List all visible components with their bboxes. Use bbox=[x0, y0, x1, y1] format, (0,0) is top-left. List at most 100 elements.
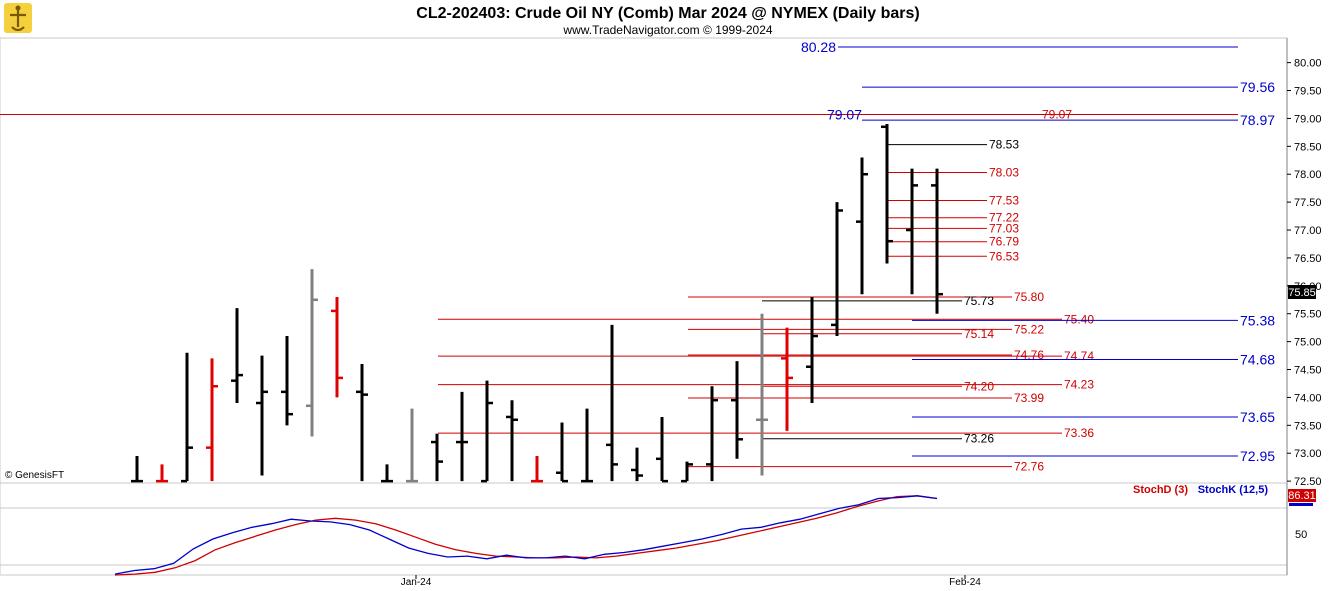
level-label: 77.53 bbox=[989, 193, 1019, 207]
price-bar bbox=[131, 456, 143, 483]
price-bar bbox=[706, 386, 718, 482]
price-tick-label: 74.50 bbox=[1294, 365, 1322, 377]
price-bar bbox=[581, 408, 593, 483]
price-bar bbox=[356, 363, 368, 482]
price-bar bbox=[756, 313, 768, 476]
price-bar bbox=[481, 380, 493, 483]
level-label: 79.07 bbox=[1042, 108, 1072, 122]
price-axis: 80.00 79.50 79.00 78.50 78.00 77.50 77.00 76.50… bbox=[1287, 58, 1322, 488]
level-label: 74.23 bbox=[1064, 378, 1094, 392]
price-bar bbox=[231, 308, 243, 404]
price-bar bbox=[181, 352, 193, 483]
price-tick-label: 72.50 bbox=[1294, 476, 1322, 488]
level-label: 73.99 bbox=[1014, 391, 1044, 405]
price-bar bbox=[156, 464, 168, 483]
price-bar bbox=[331, 296, 343, 398]
price-bar bbox=[931, 168, 943, 314]
price-bar bbox=[606, 324, 618, 482]
level-label: 74.68 bbox=[1240, 351, 1275, 367]
level-label: 75.22 bbox=[1014, 322, 1044, 336]
price-panel: 80.28 79.56 79.07 79.07 78.97 78.53 78.03 77.53… bbox=[0, 37, 1322, 488]
price-tick-label: 73.00 bbox=[1294, 448, 1322, 460]
stoch-last-label: 86.31 bbox=[1288, 490, 1316, 502]
level-label: 74.74 bbox=[1064, 349, 1094, 363]
price-tick-label: 76.50 bbox=[1294, 253, 1322, 265]
stoch-last-badge bbox=[1288, 489, 1316, 502]
price-bar bbox=[306, 269, 318, 437]
price-tick-label: 75.50 bbox=[1294, 309, 1322, 321]
stochd-legend: StochD (3) bbox=[1133, 484, 1188, 496]
price-bar bbox=[731, 361, 743, 459]
last-price-badge bbox=[1288, 285, 1316, 299]
price-bar bbox=[531, 456, 543, 483]
price-tick-label: 75.00 bbox=[1294, 337, 1322, 349]
watermark: © GenesisFT bbox=[5, 470, 64, 481]
price-bar bbox=[256, 355, 268, 476]
level-label: 79.56 bbox=[1240, 79, 1275, 95]
stochk-last-marker bbox=[1289, 503, 1313, 506]
chart-subtitle: www.TradeNavigator.com © 1999-2024 bbox=[562, 23, 772, 37]
price-tick-label: 79.00 bbox=[1294, 113, 1322, 125]
price-bar bbox=[506, 400, 518, 482]
level-label: 75.40 bbox=[1064, 312, 1094, 326]
price-tick-label: 80.00 bbox=[1294, 58, 1322, 70]
level-label: 75.80 bbox=[1014, 290, 1044, 304]
price-tick-label: 77.50 bbox=[1294, 197, 1322, 209]
level-label: 78.53 bbox=[989, 138, 1019, 152]
price-bar bbox=[906, 168, 918, 295]
price-bar bbox=[631, 447, 643, 482]
stochastic-panel: StochD (3) StochK (12,5) 86.31 50 bbox=[0, 482, 1316, 576]
level-label: 74.20 bbox=[964, 379, 994, 393]
price-bars bbox=[131, 124, 943, 483]
level-label: 76.53 bbox=[989, 249, 1019, 263]
price-bar bbox=[656, 416, 668, 483]
level-label: 73.65 bbox=[1240, 409, 1275, 425]
stochk-line bbox=[114, 495, 938, 575]
price-tick-label: 79.50 bbox=[1294, 86, 1322, 98]
price-bar bbox=[831, 202, 843, 337]
stochk-legend: StochK (12,5) bbox=[1198, 484, 1269, 496]
price-tick-label: 77.00 bbox=[1294, 225, 1322, 237]
price-bar bbox=[281, 336, 293, 426]
price-bar bbox=[556, 422, 568, 483]
price-tick-label: 78.50 bbox=[1294, 141, 1322, 153]
x-label-feb: Feb-24 bbox=[949, 577, 981, 588]
level-label: 77.03 bbox=[989, 221, 1019, 235]
price-bar bbox=[681, 461, 693, 483]
price-bar bbox=[456, 391, 468, 482]
level-label: 72.95 bbox=[1240, 448, 1275, 464]
price-tick-label: 74.00 bbox=[1294, 392, 1322, 404]
level-label: 78.97 bbox=[1240, 112, 1275, 128]
price-bar bbox=[431, 433, 443, 482]
trade-navigator-logo-icon bbox=[4, 3, 32, 33]
level-label: 73.26 bbox=[964, 432, 994, 446]
time-axis: Jan-24 Feb-24 bbox=[401, 575, 981, 588]
price-tick-label: 73.50 bbox=[1294, 420, 1322, 432]
price-bar bbox=[881, 124, 893, 264]
level-label: 79.07 bbox=[827, 107, 862, 123]
chart-title: CL2-202403: Crude Oil NY (Comb) Mar 2024… bbox=[416, 5, 919, 22]
price-bar bbox=[381, 464, 393, 483]
level-label: 76.79 bbox=[989, 235, 1019, 249]
level-label: 75.38 bbox=[1240, 312, 1275, 328]
level-label: 78.03 bbox=[989, 166, 1019, 180]
level-label: 72.76 bbox=[1014, 460, 1044, 474]
level-label: 77.22 bbox=[989, 211, 1019, 225]
level-label: 75.14 bbox=[964, 327, 994, 341]
level-label: 73.36 bbox=[1064, 426, 1094, 440]
x-label-jan: Jan-24 bbox=[401, 577, 432, 588]
level-label: 74.76 bbox=[1014, 348, 1044, 362]
price-bar bbox=[406, 408, 418, 483]
price-bar bbox=[806, 296, 818, 404]
level-label: 75.73 bbox=[964, 294, 994, 308]
price-bar bbox=[856, 157, 868, 295]
price-bar bbox=[206, 358, 218, 482]
price-bar bbox=[781, 327, 793, 431]
stoch-tick-50: 50 bbox=[1295, 529, 1307, 541]
level-label: 80.28 bbox=[801, 39, 836, 55]
last-price-label: 75.85 bbox=[1288, 287, 1316, 299]
price-tick-label: 78.00 bbox=[1294, 169, 1322, 181]
stochastic-lines bbox=[114, 495, 938, 576]
